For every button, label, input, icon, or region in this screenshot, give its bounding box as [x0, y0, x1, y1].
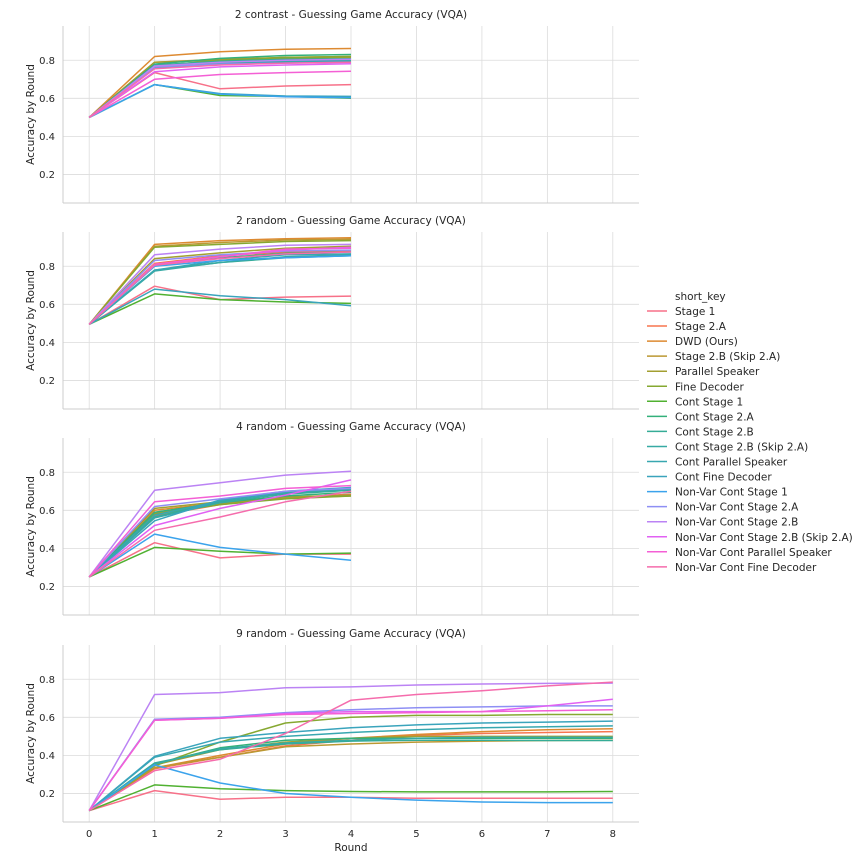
chart-panel-1: 0.2 0.4 0.6 0.8 2 contrast - Guessing Game A… — [25, 9, 639, 204]
series-line — [88, 245, 352, 325]
panel-title: 2 random - Guessing Game Accuracy (VQA) — [236, 215, 466, 227]
legend-item-label: Cont Stage 2.B — [675, 426, 754, 438]
y-axis-label: Accuracy by Round — [25, 270, 37, 371]
legend-item-label: Non-Var Cont Stage 2.B (Skip 2.A) — [675, 532, 853, 544]
y-tick-label: 0.4 — [39, 544, 55, 555]
legend-item-label: Fine Decoder — [675, 381, 745, 393]
legend-item-label: Stage 1 — [675, 306, 715, 318]
series-line — [88, 490, 352, 578]
series-line — [88, 681, 613, 812]
x-tick-label: 2 — [217, 829, 223, 840]
y-tick-label: 0.8 — [39, 468, 55, 479]
y-tick-label: 0.2 — [39, 789, 55, 800]
legend-item-label: Non-Var Cont Stage 1 — [675, 487, 788, 499]
legend-item-label: Non-Var Cont Stage 2.A — [675, 502, 799, 514]
legend-item-label: Non-Var Cont Stage 2.B — [675, 517, 798, 529]
y-tick-label: 0.4 — [39, 132, 55, 143]
series-line — [88, 484, 352, 578]
chart-panel-2: 0.2 0.4 0.6 0.8 2 random - Guessing Game Acc… — [25, 215, 639, 410]
y-tick-label: 0.8 — [39, 675, 55, 686]
x-tick-label: 6 — [479, 829, 485, 840]
panel-title: 4 random - Guessing Game Accuracy (VQA) — [236, 421, 466, 433]
series-line — [88, 58, 352, 118]
y-tick-label: 0.6 — [39, 506, 55, 517]
series-line — [88, 61, 352, 119]
series-line — [88, 705, 613, 812]
y-axis-label: Accuracy by Round — [25, 683, 37, 784]
x-tick-label: 3 — [282, 829, 288, 840]
series-line — [88, 725, 613, 812]
series-line — [88, 784, 613, 812]
legend-item-label: Stage 2.A — [675, 321, 727, 333]
y-tick-label: 0.8 — [39, 262, 55, 273]
series-line — [88, 720, 613, 812]
legend-item-label: Cont Stage 2.B (Skip 2.A) — [675, 441, 808, 453]
y-tick-label: 0.4 — [39, 751, 55, 762]
series-line — [88, 47, 352, 118]
y-tick-label: 0.6 — [39, 713, 55, 724]
y-axis-label: Accuracy by Round — [25, 64, 37, 165]
y-tick-label: 0.2 — [39, 582, 55, 593]
legend-item-label: Cont Parallel Speaker — [675, 457, 788, 469]
series-line — [88, 239, 352, 325]
y-tick-label: 0.4 — [39, 338, 55, 349]
x-tick-label: 1 — [151, 829, 157, 840]
series-line — [88, 251, 352, 325]
y-tick-label: 0.2 — [39, 376, 55, 387]
legend-item-label: Non-Var Cont Fine Decoder — [675, 562, 817, 574]
y-tick-label: 0.6 — [39, 300, 55, 311]
y-axis-label: Accuracy by Round — [25, 476, 37, 577]
x-tick-label: 7 — [544, 829, 550, 840]
series-line — [88, 236, 352, 325]
series-line — [88, 546, 352, 578]
series-line — [88, 70, 352, 119]
series-line — [88, 708, 613, 812]
x-tick-label: 5 — [413, 829, 419, 840]
x-tick-label: 0 — [86, 829, 92, 840]
series-line — [88, 470, 352, 578]
series-line — [88, 293, 352, 325]
chart-panel-3: 0.2 0.4 0.6 0.8 4 random - Guessing Game Acc… — [25, 421, 639, 616]
y-tick-label: 0.8 — [39, 56, 55, 67]
series-line — [88, 682, 613, 811]
legend-item-label: Stage 2.B (Skip 2.A) — [675, 351, 780, 363]
series-line — [88, 249, 352, 325]
series-line — [88, 288, 352, 325]
legend-item-label: Cont Stage 1 — [675, 396, 743, 408]
panel-title: 9 random - Guessing Game Accuracy (VQA) — [236, 628, 466, 640]
legend: short_key Stage 1 Stage 2.A DWD (Ours) Stage… — [647, 291, 853, 574]
series-line — [88, 243, 352, 325]
legend-item-label: DWD (Ours) — [675, 336, 738, 348]
series-line — [88, 736, 613, 812]
legend-item-label: Non-Var Cont Parallel Speaker — [675, 547, 832, 559]
series-line — [88, 83, 352, 119]
series-line — [88, 533, 352, 578]
legend-item-label: Cont Stage 2.A — [675, 411, 755, 423]
legend-item-label: Cont Fine Decoder — [675, 472, 772, 484]
chart-panel-4: 0.2 0.4 0.6 0.8 9 random - Guessing Game Acc… — [25, 628, 639, 854]
series-line — [88, 488, 352, 578]
series-line — [88, 479, 352, 578]
legend-title: short_key — [675, 291, 726, 303]
y-tick-label: 0.2 — [39, 170, 55, 181]
series-line — [88, 62, 352, 119]
x-axis-label: Round — [334, 842, 367, 854]
y-tick-label: 0.6 — [39, 94, 55, 105]
series-line — [88, 764, 613, 812]
x-tick-label: 8 — [610, 829, 616, 840]
panel-title: 2 contrast - Guessing Game Accuracy (VQA… — [235, 9, 467, 21]
x-tick-label: 4 — [348, 829, 354, 840]
legend-item-label: Parallel Speaker — [675, 366, 760, 378]
